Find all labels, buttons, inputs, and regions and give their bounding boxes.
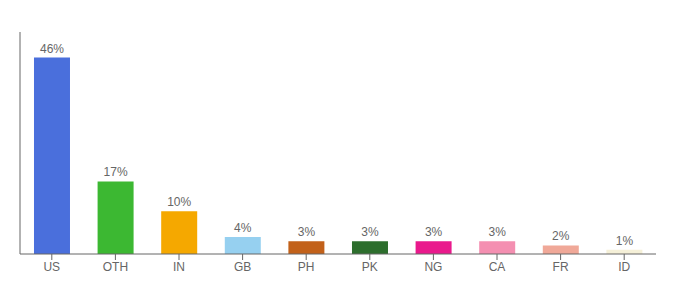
svg-text:3%: 3% xyxy=(425,225,443,239)
svg-text:US: US xyxy=(43,260,60,274)
svg-text:10%: 10% xyxy=(167,195,191,209)
svg-text:17%: 17% xyxy=(104,165,128,179)
svg-text:PK: PK xyxy=(362,260,378,274)
svg-text:PH: PH xyxy=(298,260,315,274)
svg-text:NG: NG xyxy=(424,260,442,274)
svg-text:GB: GB xyxy=(234,260,251,274)
svg-text:FR: FR xyxy=(553,260,569,274)
svg-text:2%: 2% xyxy=(552,229,570,243)
svg-text:46%: 46% xyxy=(40,42,64,56)
svg-text:IN: IN xyxy=(173,260,185,274)
svg-text:ID: ID xyxy=(618,260,630,274)
svg-text:OTH: OTH xyxy=(103,260,128,274)
svg-text:3%: 3% xyxy=(361,225,379,239)
svg-text:1%: 1% xyxy=(616,234,634,248)
svg-text:3%: 3% xyxy=(489,225,507,239)
svg-text:3%: 3% xyxy=(298,225,316,239)
svg-text:4%: 4% xyxy=(234,221,252,235)
svg-text:CA: CA xyxy=(489,260,506,274)
